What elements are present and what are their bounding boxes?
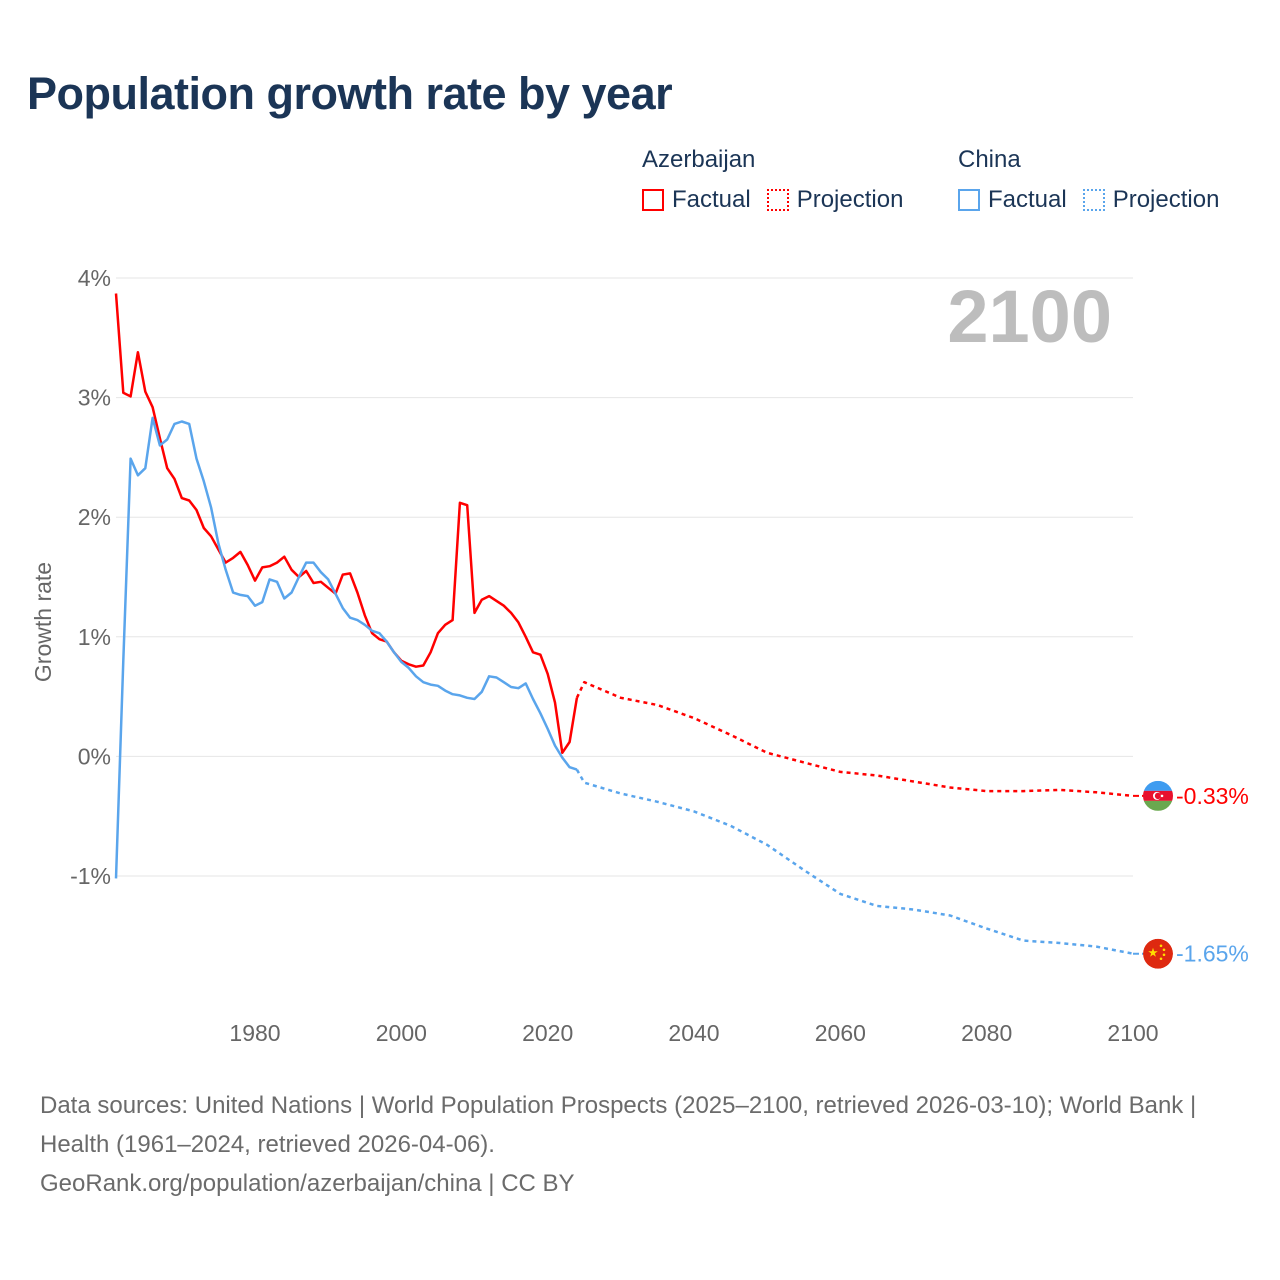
y-tick-label: 0%	[78, 743, 111, 769]
flag-stripe-green	[1143, 800, 1173, 811]
y-tick-label: 2%	[78, 504, 111, 530]
legend-label: Projection	[1112, 186, 1220, 213]
small-star-icon	[1162, 953, 1166, 957]
small-star-icon	[1159, 957, 1163, 961]
legend-item-azerbaijan-projection[interactable]: Projection	[766, 186, 904, 214]
x-tick-label: 2100	[1107, 1020, 1158, 1046]
end-value-label: -0.33%	[1176, 783, 1249, 809]
y-axis-label: Growth rate	[30, 562, 56, 682]
series-line-china-factual	[114, 416, 578, 879]
legend-group-name: China	[958, 146, 1021, 173]
y-tick-label: -1%	[70, 863, 111, 889]
x-tick-label: 2080	[961, 1020, 1012, 1046]
star-icon	[1148, 947, 1158, 957]
chart-title: Population growth rate by year	[27, 68, 673, 119]
legend-group-azerbaijan: Azerbaijan Factual Projection	[642, 144, 919, 216]
data-sources: Data sources: United Nations | World Pop…	[40, 1092, 1197, 1158]
flag-bg	[1143, 938, 1173, 969]
flag-body	[1143, 780, 1173, 811]
x-tick-label: 2040	[668, 1020, 719, 1046]
legend-swatch-solid	[642, 189, 664, 211]
flag-body	[1143, 938, 1173, 969]
x-tick-label: 2060	[815, 1020, 866, 1046]
legend-label: Projection	[796, 186, 904, 213]
y-tick-label: 1%	[78, 624, 111, 650]
china-flag-icon	[1143, 938, 1173, 969]
y-tick-label: 3%	[78, 385, 111, 411]
legend-item-azerbaijan-factual[interactable]: Factual	[642, 186, 751, 214]
series-line-azerbaijan-factual	[114, 293, 579, 755]
series-line-china-projection	[575, 768, 1134, 955]
x-tick-label: 2020	[522, 1020, 573, 1046]
end-value-label: -1.65%	[1176, 941, 1249, 967]
legend-swatch-dotted	[766, 189, 789, 211]
credit-link[interactable]: GeoRank.org/population/azerbaijan/china …	[40, 1170, 575, 1197]
legend-item-china-factual[interactable]: Factual	[958, 186, 1067, 214]
legend-group-name: Azerbaijan	[642, 146, 756, 173]
crescent-cut	[1154, 792, 1162, 800]
legend-label: Factual	[988, 186, 1067, 213]
legend-swatch-dotted	[1082, 189, 1105, 211]
line-chart: -1% 0% 1% 2% 3% 4% 1980 2000 2020 2040 2060 2080 210…	[30, 265, 1249, 1046]
star-icon	[1160, 794, 1164, 798]
x-tick-label: 2000	[376, 1020, 427, 1046]
legend-group-china: China Factual Projection	[958, 144, 1235, 216]
x-tick-label: 1980	[229, 1020, 280, 1046]
azerbaijan-flag-icon	[1143, 780, 1173, 811]
legend-swatch-solid	[958, 189, 980, 211]
series-line-azerbaijan-projection	[575, 680, 1134, 798]
year-watermark: 2100	[947, 275, 1112, 358]
footer: Data sources: United Nations | World Pop…	[40, 1086, 1240, 1203]
flag-stripe-blue	[1143, 780, 1173, 791]
y-tick-label: 4%	[78, 265, 111, 291]
small-star-icon	[1159, 944, 1163, 948]
small-star-icon	[1162, 948, 1166, 952]
legend-item-china-projection[interactable]: Projection	[1082, 186, 1220, 214]
legend-label: Factual	[672, 186, 751, 213]
